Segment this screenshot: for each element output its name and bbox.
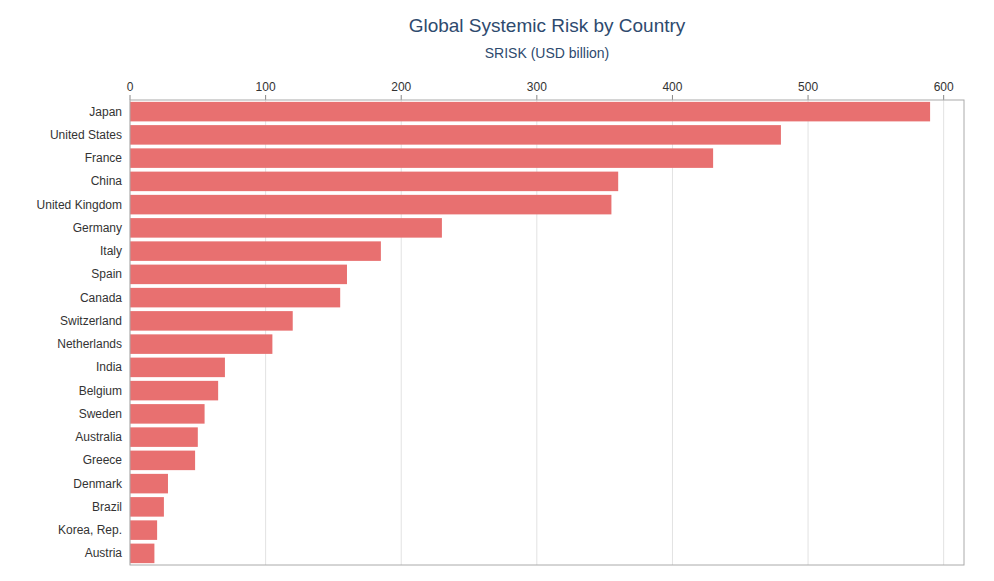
category-label: Brazil: [92, 500, 122, 514]
y-axis: Japan United States France China United King…: [37, 105, 123, 561]
grid-line: [536, 100, 537, 565]
category-label: India: [96, 360, 122, 374]
tick-mark: [130, 95, 131, 100]
category-label: Germany: [73, 221, 122, 235]
bar: [130, 265, 347, 285]
category-label: France: [85, 151, 123, 165]
bar: [130, 195, 611, 215]
category-label: Belgium: [79, 384, 122, 398]
category-label: Spain: [91, 267, 122, 281]
category-label: United Kingdom: [37, 198, 122, 212]
tick-mark: [808, 95, 809, 100]
tick-mark: [401, 95, 402, 100]
category-label: Canada: [80, 291, 122, 305]
bar: [130, 451, 195, 471]
subtitle: SRISK (USD billion): [485, 45, 609, 61]
bar: [130, 334, 272, 354]
bar: [130, 358, 225, 378]
bar: [130, 381, 218, 401]
tick-label: 600: [934, 80, 954, 94]
tick-label: 0: [127, 80, 134, 94]
bar: [130, 218, 442, 238]
chart-svg: Global Systemic Risk by Country SRISK (US…: [0, 0, 994, 581]
category-label: Australia: [75, 430, 122, 444]
bar: [130, 241, 381, 261]
category-label: Denmark: [73, 477, 123, 491]
category-label: Switzerland: [60, 314, 122, 328]
category-label: Japan: [89, 105, 122, 119]
tick-label: 500: [798, 80, 818, 94]
plot-frame: [130, 100, 964, 565]
bar: [130, 125, 781, 145]
tick-mark: [536, 95, 537, 100]
bar: [130, 497, 164, 517]
bar: [130, 311, 293, 331]
category-label: Sweden: [79, 407, 122, 421]
tick-mark: [265, 95, 266, 100]
bar: [130, 172, 618, 192]
tick-label: 400: [662, 80, 682, 94]
bar: [130, 148, 713, 168]
tick-label: 100: [256, 80, 276, 94]
title: Global Systemic Risk by Country: [409, 15, 686, 36]
bar: [130, 544, 154, 564]
category-label: Austria: [85, 546, 123, 560]
chart-container: Global Systemic Risk by Country SRISK (US…: [0, 0, 994, 581]
bar: [130, 427, 198, 447]
grid-line: [265, 100, 266, 565]
grid: [130, 100, 944, 565]
category-label: Italy: [100, 244, 122, 258]
category-label: Netherlands: [57, 337, 122, 351]
tick-label: 200: [391, 80, 411, 94]
grid-line: [808, 100, 809, 565]
category-label: China: [91, 174, 123, 188]
category-label: Korea, Rep.: [58, 523, 122, 537]
tick-mark: [943, 95, 944, 100]
bars: [130, 102, 930, 563]
bar: [130, 102, 930, 122]
grid-line: [672, 100, 673, 565]
tick-mark: [672, 95, 673, 100]
grid-line: [401, 100, 402, 565]
bar: [130, 404, 205, 424]
bar: [130, 288, 340, 308]
category-label: United States: [50, 128, 122, 142]
category-label: Greece: [83, 453, 123, 467]
grid-line: [943, 100, 944, 565]
tick-label: 300: [527, 80, 547, 94]
x-axis: 0 100 200 300 400 500 600: [127, 80, 954, 100]
bar: [130, 520, 157, 540]
bar: [130, 474, 168, 494]
